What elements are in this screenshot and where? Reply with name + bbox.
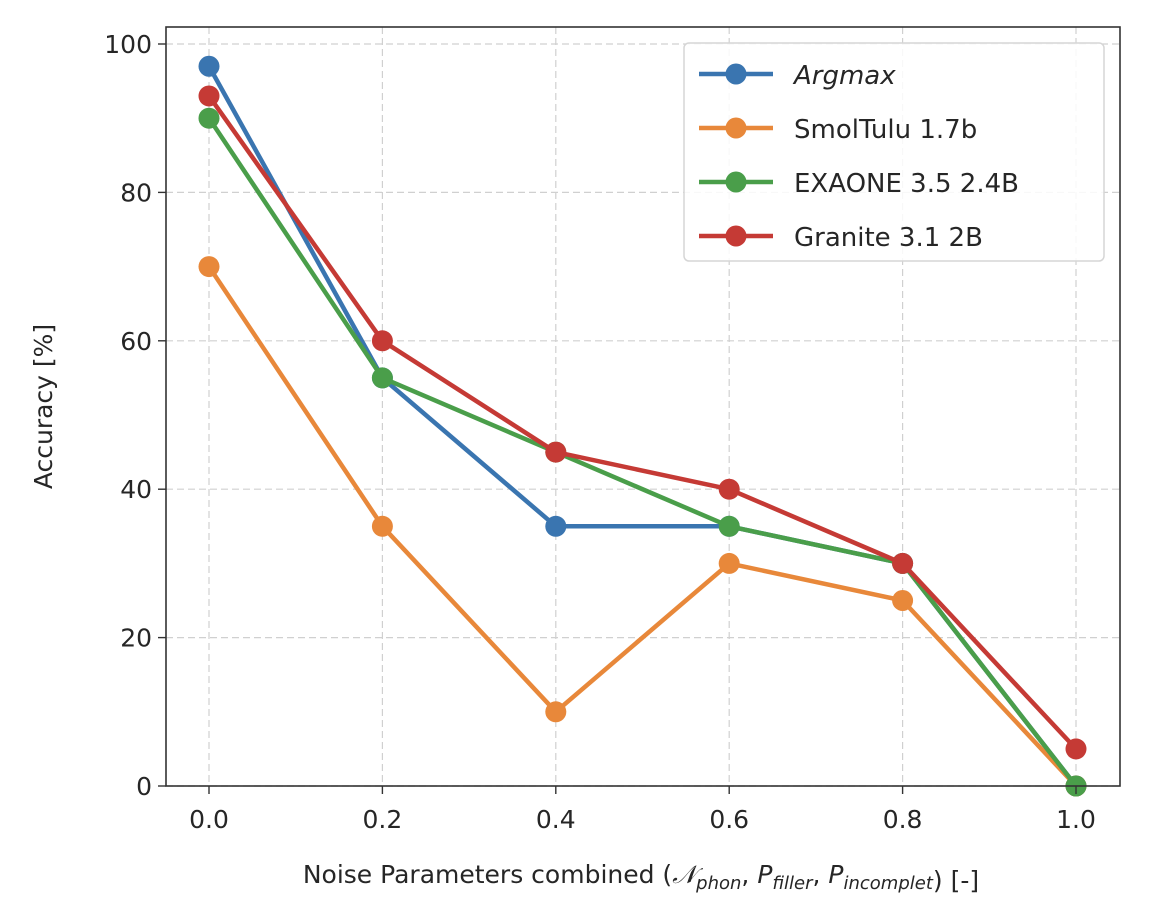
data-point: [545, 701, 567, 723]
x-ticks: 0.0 0.2 0.4 0.6 0.8 1.0: [189, 786, 1096, 834]
data-point: [198, 55, 220, 77]
data-point: [198, 85, 220, 107]
data-point: [545, 515, 567, 537]
data-point: [371, 367, 393, 389]
series-line: [207, 116, 1078, 788]
legend-item: SmolTulu 1.7b: [699, 115, 977, 145]
y-tick-label: 80: [120, 178, 152, 207]
x-tick-label: 0.2: [363, 805, 403, 834]
legend-box: [683, 42, 1105, 262]
legend-item: Granite 3.1 2B: [699, 223, 983, 253]
x-tick-label: 0.6: [709, 805, 749, 834]
x-tick-label: 0.8: [883, 805, 923, 834]
y-tick-label: 0: [136, 772, 152, 801]
y-tick-label: 40: [120, 475, 152, 504]
legend-item: Argmax: [699, 61, 896, 91]
legend-label: EXAONE 3.5 2.4B: [794, 169, 1019, 199]
axes-frame: [165, 26, 1121, 787]
data-point: [892, 590, 914, 611]
y-tick-label: 60: [120, 327, 152, 356]
series-group: [198, 55, 1087, 797]
legend-marker: [725, 171, 747, 193]
data-point: [371, 515, 393, 537]
x-tick-label: 1.0: [1056, 805, 1096, 834]
x-tick-label: 0.4: [536, 805, 576, 834]
data-point: [545, 441, 567, 463]
series-line: [207, 265, 1078, 788]
y-axis-label: Accuracy [%]: [29, 324, 58, 489]
legend-label: Argmax: [792, 61, 896, 91]
data-point: [198, 256, 220, 278]
legend: Argmax SmolTulu 1.7b EXAONE 3.5 2.4B Granit…: [683, 42, 1105, 262]
series-granite-3-1-2b: [198, 85, 1087, 760]
data-point: [371, 330, 393, 352]
data-point: [718, 478, 740, 500]
data-point: [1065, 738, 1087, 760]
legend-marker: [725, 117, 747, 139]
legend-label: SmolTulu 1.7b: [794, 115, 977, 145]
legend-marker: [725, 63, 747, 85]
y-ticks: 0 20 40 60 80 100: [104, 30, 166, 801]
y-tick-label: 20: [120, 624, 152, 653]
data-point: [198, 107, 220, 129]
y-tick-label: 100: [104, 30, 152, 59]
legend-marker: [725, 225, 747, 247]
data-point: [718, 515, 740, 537]
series-line: [207, 94, 1078, 751]
legend-label: Granite 3.1 2B: [794, 223, 983, 253]
x-tick-label: 0.0: [189, 805, 229, 834]
data-point: [718, 552, 740, 574]
x-axis-label: Noise Parameters combined (𝒩phon, Pfille…: [303, 860, 979, 895]
legend-item: EXAONE 3.5 2.4B: [699, 169, 1019, 199]
data-point: [892, 552, 914, 574]
